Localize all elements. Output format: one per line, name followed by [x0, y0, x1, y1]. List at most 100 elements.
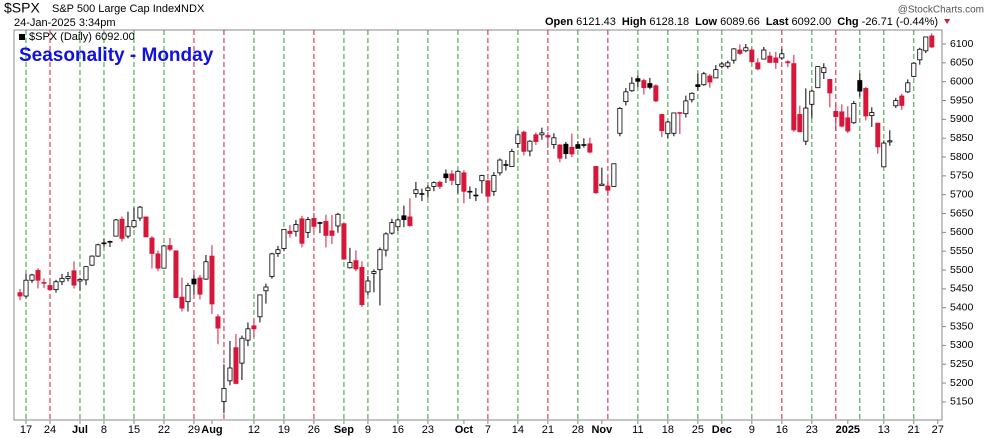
y-tick-label: 5550 [950, 245, 974, 257]
candle-body [383, 233, 389, 251]
candle-body [161, 245, 167, 269]
x-tick-label: Aug [201, 424, 222, 436]
candle-body [545, 135, 551, 138]
candle-body [701, 73, 707, 86]
candle-body [515, 134, 521, 144]
candle-body [113, 219, 119, 237]
y-tick-label: 6100 [950, 38, 974, 50]
x-tick-label: 7 [485, 424, 491, 436]
stat-value: 6128.18 [649, 16, 689, 28]
candle-body [65, 276, 71, 279]
candle-body [821, 67, 827, 74]
y-tick-label: 5650 [950, 207, 974, 219]
candle-body [797, 114, 803, 133]
candle-body [815, 66, 821, 89]
candle-body [761, 49, 767, 60]
x-tick-label: 21 [542, 424, 554, 436]
candle-body [275, 249, 281, 254]
candle-body [773, 57, 779, 63]
x-tick-label: Dec [712, 424, 732, 436]
timestamp: 24-Jan-2025 3:34pm [14, 17, 116, 29]
candle-body [293, 224, 299, 232]
x-tick-label: 18 [662, 424, 674, 436]
x-tick-label: Oct [455, 424, 474, 436]
y-tick-label: 5850 [950, 132, 974, 144]
candle-body [827, 79, 833, 94]
y-tick-label: 5900 [950, 113, 974, 125]
candle-body [149, 237, 155, 254]
y-tick-label: 5400 [950, 302, 974, 314]
candle-body [521, 131, 527, 152]
x-tick-label: 13 [878, 424, 890, 436]
candle-body [233, 347, 239, 384]
candle-body [587, 143, 593, 153]
y-tick-label: 5750 [950, 170, 974, 182]
x-tick-label: 14 [512, 424, 524, 436]
change-arrow [944, 19, 951, 24]
y-tick-label: 6050 [950, 57, 974, 69]
y-tick-label: 5150 [950, 396, 974, 408]
candle-body [533, 134, 539, 142]
candle-body [335, 213, 341, 227]
candle-body [371, 271, 377, 274]
candle-body [221, 387, 227, 402]
candle-body [407, 216, 413, 226]
candle-body [635, 78, 641, 82]
candle-body [743, 47, 749, 52]
legend-swatch [19, 34, 25, 40]
x-tick-label: 26 [308, 424, 320, 436]
candle-body [239, 337, 245, 364]
candle-body [95, 244, 101, 257]
candle-body [875, 122, 881, 148]
candle-body [437, 181, 443, 187]
x-tick-label: 24 [44, 424, 56, 436]
candle-body [575, 144, 581, 149]
candle-body [347, 262, 353, 269]
x-tick-label: Nov [591, 424, 613, 436]
candle-body [23, 279, 29, 297]
y-tick-label: 5250 [950, 358, 974, 370]
stat-value: 6089.66 [720, 16, 760, 28]
candle-body [359, 267, 365, 306]
candle-body [707, 75, 713, 83]
candle-body [581, 144, 587, 146]
candle-body [863, 88, 869, 117]
candle-body [599, 183, 605, 187]
candle-body [881, 142, 887, 168]
candle-body [395, 219, 401, 228]
stat-label: Last [766, 16, 789, 28]
y-tick-label: 5600 [950, 226, 974, 238]
candle-body [833, 111, 839, 118]
candle-body [425, 187, 431, 191]
candle-body [197, 277, 203, 295]
candle-body [245, 328, 251, 341]
y-tick-label: 5350 [950, 320, 974, 332]
legend: $SPX (Daily) 6092.00 [29, 31, 135, 43]
candle-body [653, 85, 659, 102]
candle-body [185, 285, 191, 303]
candle-body [419, 193, 425, 195]
candle-body [311, 218, 317, 227]
x-tick-label: 8 [101, 424, 107, 436]
x-tick-label: 29 [188, 424, 200, 436]
x-tick-label: 15 [128, 424, 140, 436]
candle-body [365, 280, 371, 293]
candle-body [119, 218, 125, 239]
candle-body [329, 230, 335, 236]
candle-body [101, 242, 107, 245]
candle-body [665, 121, 671, 135]
stat-value: 6092.00 [792, 16, 832, 28]
stat-label: High [622, 16, 647, 28]
candle-body [887, 140, 893, 143]
candle-body [137, 206, 143, 219]
x-tick-label: 23 [806, 424, 818, 436]
candle-body [629, 82, 635, 92]
candle-body [257, 294, 263, 318]
symbol: $SPX [4, 0, 40, 16]
candle-body [35, 270, 41, 281]
candle-body [269, 253, 275, 277]
candle-body [173, 250, 179, 298]
candle-body [671, 112, 677, 134]
plot-frame [13, 29, 943, 421]
candle-body [767, 55, 773, 63]
